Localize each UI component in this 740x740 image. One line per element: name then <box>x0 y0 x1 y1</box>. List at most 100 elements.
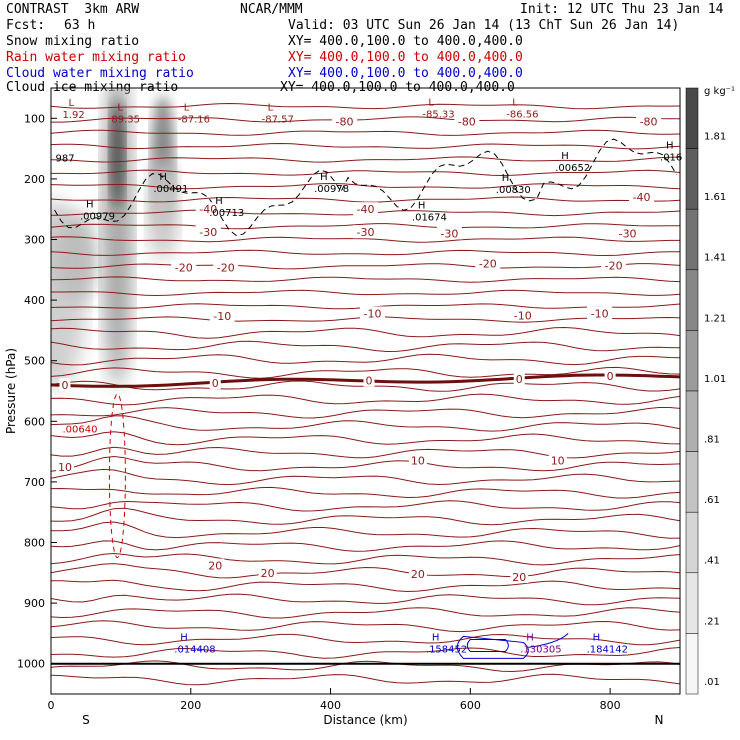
y-axis-label: Pressure (hPa) <box>4 348 18 434</box>
isotherm-line <box>51 393 680 406</box>
center-title: NCAR/MMM <box>240 2 303 17</box>
contour-label-bg <box>454 114 480 128</box>
colorbar-label: 1.41 <box>704 253 726 264</box>
isotherm-line <box>51 521 680 539</box>
colorbar-label: .61 <box>704 495 720 506</box>
extremum-value: .130305 <box>520 645 561 656</box>
field-name-cloud-water: Cloud water mixing ratio <box>6 66 194 81</box>
cloud-ice-contours <box>54 138 677 559</box>
isotherm-line <box>51 182 680 190</box>
contour-label-bg <box>636 114 662 128</box>
snow-shade-region <box>53 212 98 303</box>
extremum-value: .00640 <box>62 425 97 436</box>
extremum-letter: H <box>215 196 223 207</box>
colorbar-label: .41 <box>704 556 720 567</box>
extremum-letter: H <box>593 633 601 644</box>
colorbar-label: .21 <box>704 616 720 627</box>
extremum-value: .00830 <box>496 185 531 196</box>
colorbar-label: .81 <box>704 435 720 446</box>
contour-label: -80 <box>640 115 658 128</box>
colorbar-swatch <box>685 633 699 695</box>
contour-label-bg <box>604 368 616 382</box>
contour-label: -10 <box>591 307 609 320</box>
isotherm-line <box>51 563 680 579</box>
contour-label-bg <box>363 373 375 387</box>
extremum-value: .016 <box>660 152 682 163</box>
y-tick-label: 600 <box>24 415 45 428</box>
colorbar-swatch <box>685 572 699 634</box>
contour-label-bg <box>195 225 221 239</box>
contour-label-bg <box>195 202 221 216</box>
contour-label: -40 <box>199 203 217 216</box>
field-xy-cloud-water: XY= 400.0,100.0 to 400.0,400.0 <box>288 66 523 81</box>
colorbar-label: 1.61 <box>704 192 726 203</box>
snow-shade-core <box>109 99 126 210</box>
contour-label: 10 <box>411 455 425 468</box>
extremum-value: .00713 <box>209 208 244 219</box>
extremum-letter: H <box>320 172 328 183</box>
isotherm-line <box>51 647 680 659</box>
colorbar-swatch <box>685 87 699 149</box>
contour-label: -20 <box>175 261 193 274</box>
colorbar-swatch <box>685 148 699 210</box>
y-tick-label: 100 <box>24 112 45 125</box>
isotherm-line <box>51 507 680 526</box>
isotherm-line <box>51 660 680 673</box>
extremum-letter: L <box>428 97 434 108</box>
colorbar-swatch <box>685 390 699 452</box>
y-tick-label: 800 <box>24 537 45 550</box>
extremum-letter: L <box>117 102 123 113</box>
contour-label-bg <box>213 260 239 274</box>
extrema-labels: L1.92L89.35L-87.16L-87.57L-85.33L-86.56H… <box>55 97 682 655</box>
extremum-letter: H <box>561 151 569 162</box>
contour-label: 20 <box>411 568 425 581</box>
isotherm-line <box>51 633 680 646</box>
colorbar-unit: g kg⁻¹ <box>704 86 735 97</box>
extremum-value: .00978 <box>314 184 349 195</box>
cloud-water-contour <box>528 633 569 648</box>
contour-label-bg <box>209 308 235 322</box>
contour-label-bg <box>510 570 529 584</box>
contour-label: -80 <box>458 115 476 128</box>
forecast-hour: 63 h <box>64 18 96 33</box>
contour-label: -40 <box>633 191 651 204</box>
contour-label: -30 <box>357 226 375 239</box>
field-name-rain: Rain water mixing ratio <box>6 50 187 65</box>
x-tick-label: 600 <box>460 699 481 712</box>
field-xy-snow: XY= 400.0,100.0 to 400.0,400.0 <box>288 34 523 49</box>
contour-label-bg <box>209 376 221 390</box>
contour-label: -20 <box>217 261 235 274</box>
x-tick-label: 400 <box>320 699 341 712</box>
isotherm-line <box>51 276 680 283</box>
contour-label: -10 <box>364 307 382 320</box>
y-tick-label: 900 <box>24 597 45 610</box>
contour-label: -40 <box>357 203 375 216</box>
isotherm-line <box>51 129 680 136</box>
isotherm-line <box>51 142 680 150</box>
snow-shading <box>51 88 179 390</box>
extremum-letter: H <box>666 140 674 151</box>
extremum-value: -87.57 <box>262 114 294 125</box>
temperature-contours <box>51 102 680 686</box>
north-label: N <box>655 713 664 727</box>
contour-label-bg <box>332 114 358 128</box>
extremum-value: .014408 <box>174 645 215 656</box>
plot-frame <box>50 87 681 695</box>
isotherm-line <box>51 289 680 297</box>
contour-label: -20 <box>479 258 497 271</box>
contour-label: 0 <box>212 377 219 390</box>
y-tick-label: 700 <box>24 476 45 489</box>
colorbar-label: .01 <box>704 677 720 688</box>
snow-shade-region <box>101 88 134 388</box>
isotherm-line <box>51 431 680 446</box>
colorbar-label: 1.81 <box>704 132 726 143</box>
init-time: Init: 12 UTC Thu 23 Jan 14 <box>520 2 724 17</box>
contour-label: 0 <box>365 375 372 388</box>
field-name-snow: Snow mixing ratio <box>6 34 140 49</box>
valid-time: Valid: 03 UTC Sun 26 Jan 14 (13 ChT Sun … <box>288 18 680 33</box>
isotherm-line <box>51 353 680 366</box>
contour-label: -30 <box>619 227 637 240</box>
isotherm-line <box>51 607 680 619</box>
extremum-value: .00491 <box>153 184 188 195</box>
y-tick-label: 200 <box>24 173 45 186</box>
